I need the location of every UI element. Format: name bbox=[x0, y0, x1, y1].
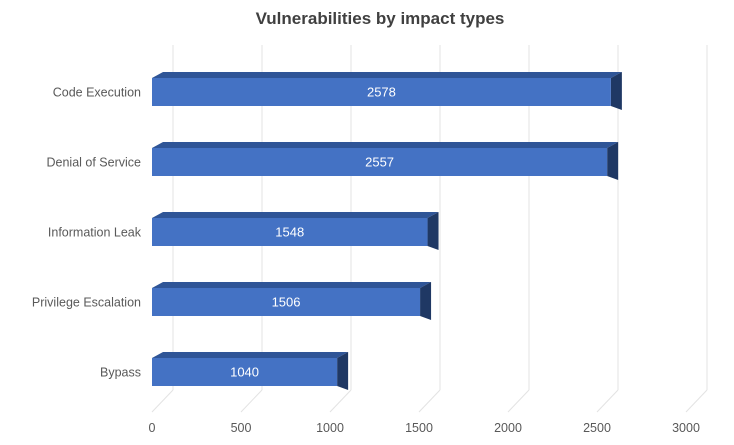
bar-code-execution: 2578 bbox=[152, 72, 622, 110]
bar-end-face bbox=[420, 282, 432, 320]
bar-front-face bbox=[152, 78, 611, 106]
x-axis-tick-label: 2500 bbox=[583, 421, 611, 435]
floor-lines bbox=[151, 389, 708, 413]
bar-front-face bbox=[152, 218, 428, 246]
bar-end-face bbox=[607, 142, 619, 180]
x-axis-tick-label: 0 bbox=[149, 421, 156, 435]
bar-value-label: 1040 bbox=[230, 365, 259, 380]
bar-top-face bbox=[152, 72, 622, 78]
axis-labels: 0 500 1000 1500 2000 2500 3000 bbox=[149, 421, 700, 435]
bar-top-face bbox=[152, 282, 432, 288]
bar-top-face bbox=[152, 142, 619, 148]
x-axis-tick-label: 500 bbox=[231, 421, 252, 435]
chart-title: Vulnerabilities by impact types bbox=[256, 9, 505, 28]
bar-top-face bbox=[152, 212, 439, 218]
bar-top-face bbox=[152, 352, 349, 358]
x-axis-tick-label: 1500 bbox=[405, 421, 433, 435]
bar-value-label: 1506 bbox=[272, 295, 301, 310]
category-label: Code Execution bbox=[53, 86, 141, 100]
x-axis-tick-label: 1000 bbox=[316, 421, 344, 435]
bar-end-face bbox=[337, 352, 349, 390]
bar-front-face bbox=[152, 288, 421, 316]
bar-value-label: 1548 bbox=[275, 225, 304, 240]
floor-line bbox=[418, 389, 441, 413]
floor-line bbox=[596, 389, 619, 413]
floor-line bbox=[507, 389, 530, 413]
bar-value-label: 2578 bbox=[367, 85, 396, 100]
bar-denial-of-service: 2557 bbox=[152, 142, 619, 180]
bar-bypass: 1040 bbox=[152, 352, 349, 390]
bars: 2578 2557 1548 1506 1040 bbox=[152, 72, 622, 390]
bar-end-face bbox=[610, 72, 622, 110]
floor-line bbox=[240, 389, 263, 413]
bar-front-face bbox=[152, 148, 608, 176]
bar-value-label: 2557 bbox=[365, 155, 394, 170]
bar-information-leak: 1548 bbox=[152, 212, 439, 250]
bar-end-face bbox=[427, 212, 439, 250]
x-axis-tick-label: 3000 bbox=[672, 421, 700, 435]
category-label: Information Leak bbox=[48, 226, 142, 240]
category-label: Denial of Service bbox=[47, 156, 142, 170]
x-axis-tick-label: 2000 bbox=[494, 421, 522, 435]
bar-privilege-escalation: 1506 bbox=[152, 282, 432, 320]
category-labels: Code Execution Denial of Service Informati… bbox=[32, 86, 142, 380]
floor-line bbox=[685, 389, 708, 413]
bar-front-face bbox=[152, 358, 338, 386]
category-label: Bypass bbox=[100, 366, 141, 380]
floor-line bbox=[151, 389, 174, 413]
floor-line bbox=[329, 389, 352, 413]
category-label: Privilege Escalation bbox=[32, 296, 141, 310]
